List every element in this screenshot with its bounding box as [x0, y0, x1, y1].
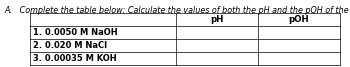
Text: pH: pH [210, 15, 223, 24]
Text: 3. 0.00035 M KOH: 3. 0.00035 M KOH [33, 54, 117, 63]
Text: A.   Complete the table below: Calculate the values of both the pH and the pOH o: A. Complete the table below: Calculate t… [4, 6, 350, 15]
Text: 2. 0.020 M NaCl: 2. 0.020 M NaCl [33, 41, 107, 50]
Text: 1. 0.0050 M NaOH: 1. 0.0050 M NaOH [33, 28, 118, 37]
Text: pOH: pOH [289, 15, 309, 24]
